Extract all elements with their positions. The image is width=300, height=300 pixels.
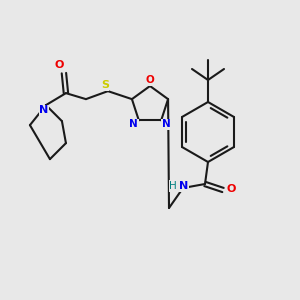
Text: N: N xyxy=(179,181,189,191)
Text: O: O xyxy=(226,184,236,194)
Text: N: N xyxy=(162,119,170,129)
Text: O: O xyxy=(146,75,154,85)
Text: S: S xyxy=(101,80,109,90)
Text: N: N xyxy=(130,119,138,129)
Text: H: H xyxy=(169,181,177,191)
Text: O: O xyxy=(54,60,64,70)
Text: N: N xyxy=(39,105,49,115)
